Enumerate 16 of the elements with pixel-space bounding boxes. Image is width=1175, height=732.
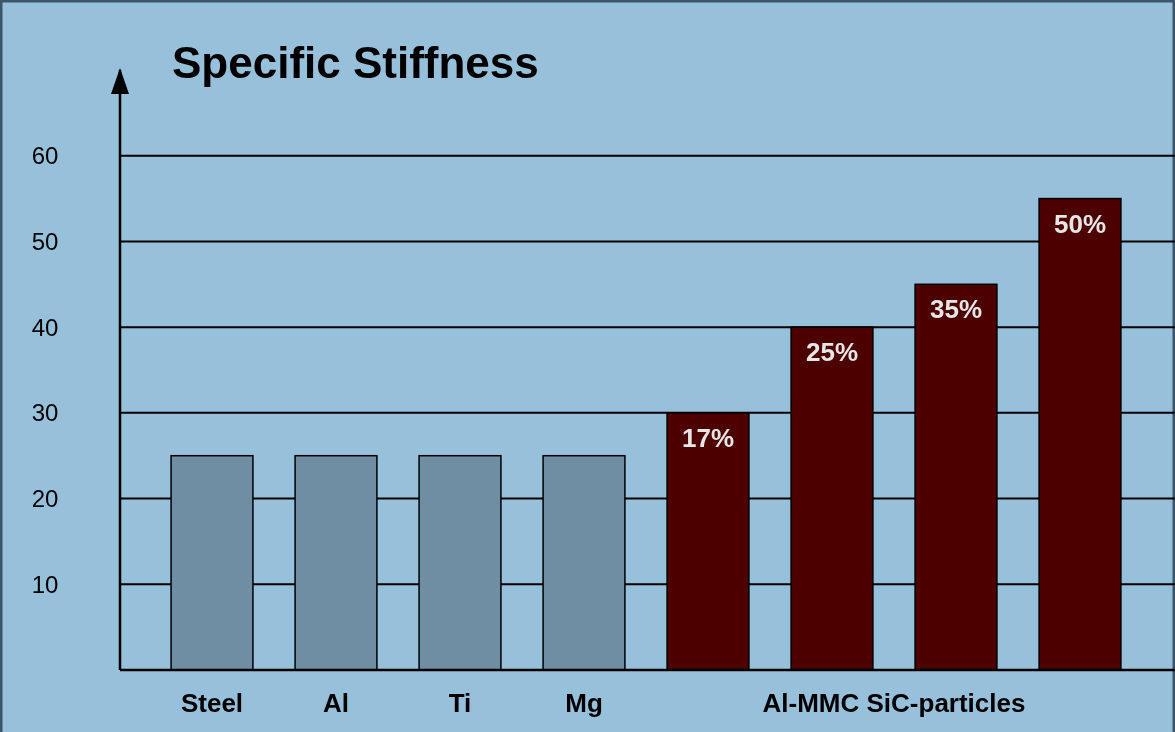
annotation: 50% (1053, 208, 1107, 239)
y-tick-label: 30 (31, 399, 59, 427)
x-tick-label: Al (323, 688, 349, 718)
y-tick-label: 40 (31, 313, 59, 341)
x-tick-label: Ti (448, 688, 472, 718)
x-tick-label: Steel (180, 688, 244, 718)
annotation: 25% (805, 337, 859, 368)
y-tick-label: 20 (31, 484, 59, 512)
annotation: 35% (929, 294, 983, 325)
chart-title: Specific Stiffness (172, 38, 539, 87)
annotation: 17% (681, 422, 735, 453)
text: Al-MMC SiC-particles (762, 688, 1026, 718)
y-tick-label: 10 (31, 570, 59, 598)
y-tick-label: 50 (31, 227, 59, 255)
x-tick-label: Mg (565, 688, 603, 718)
y-tick-label: 60 (31, 142, 59, 170)
